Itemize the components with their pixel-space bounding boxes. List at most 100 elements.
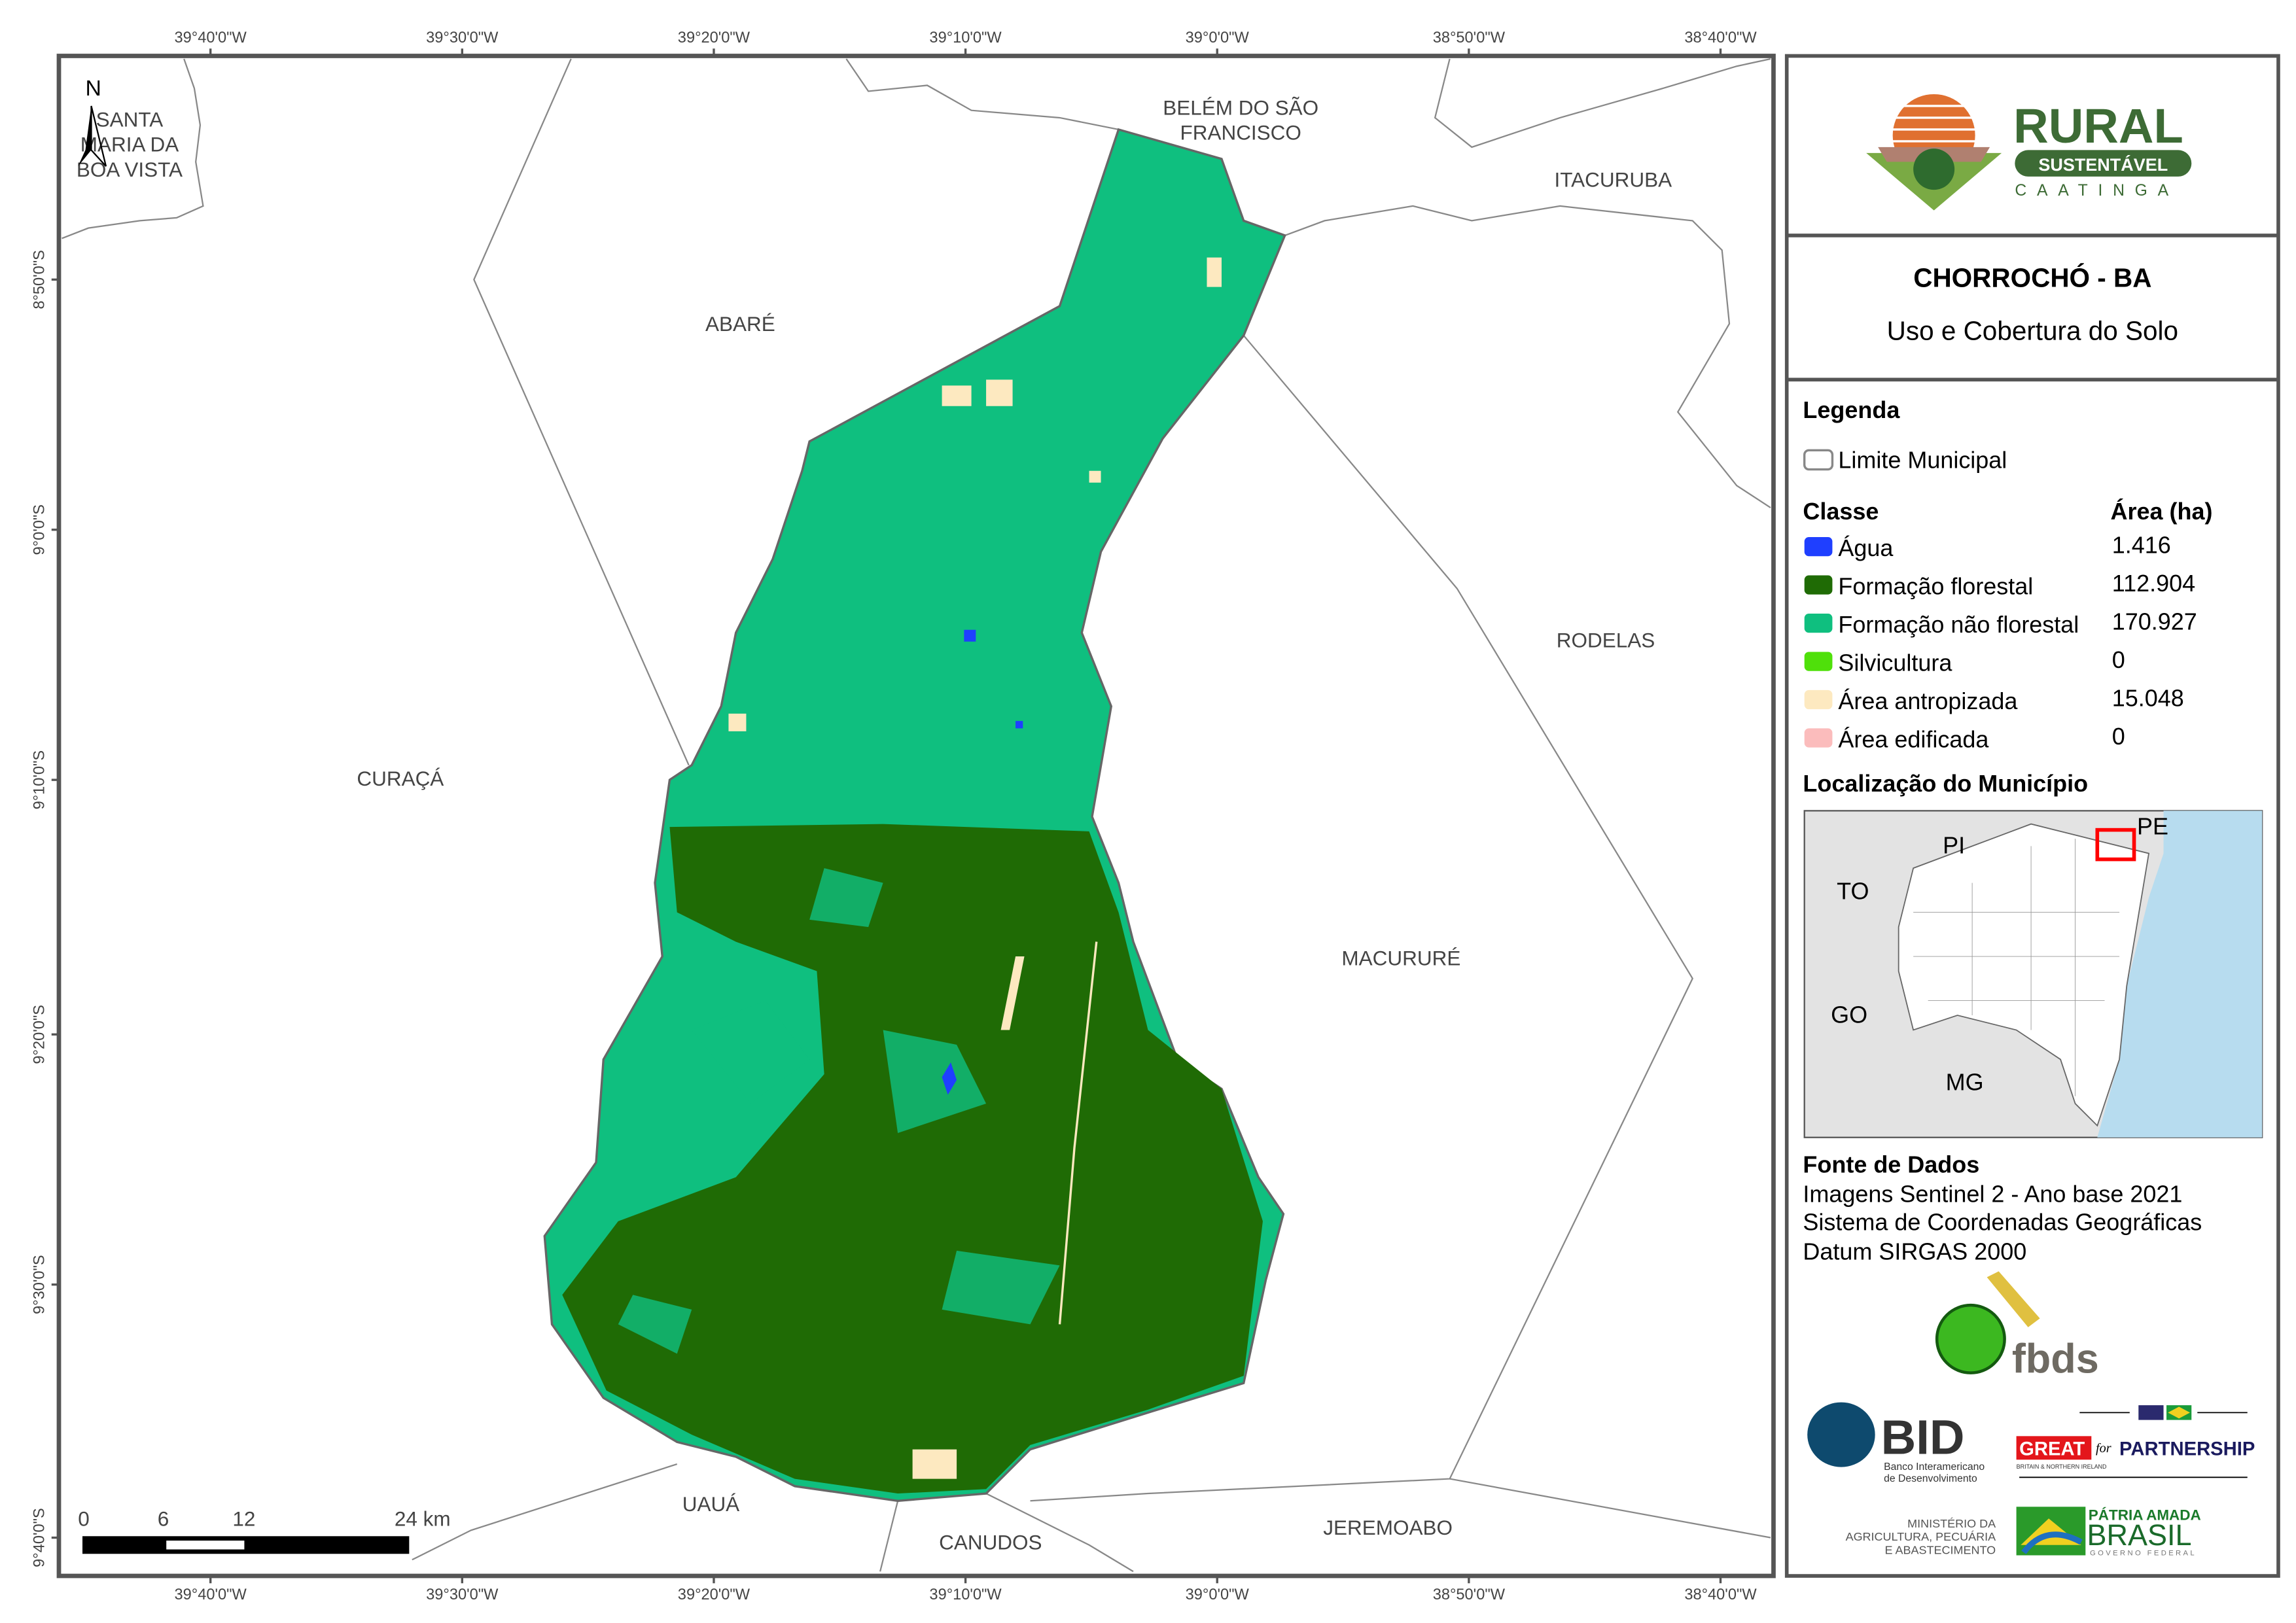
label-santa-maria-3: BOA VISTA <box>77 158 183 181</box>
scale-label-12: 12 <box>232 1507 255 1531</box>
scale-bar: 0 6 12 24 km <box>78 1507 451 1554</box>
longitude-label: 38°40'0"W <box>1684 1586 1757 1603</box>
longitude-label: 39°30'0"W <box>426 29 499 46</box>
legend-class-label: Formação florestal <box>1838 573 2033 600</box>
great-partnership-logo: GREAT for PARTNERSHIP BRITAIN & NORTHERN… <box>2016 1405 2255 1478</box>
latitude-label: 9°20'0"S <box>31 1005 48 1064</box>
longitude-label: 38°50'0"W <box>1433 1586 1506 1603</box>
label-itacuruba: ITACURUBA <box>1554 168 1672 192</box>
legend-class-area: 1.416 <box>2112 532 2171 559</box>
latitude-label: 9°10'0"S <box>31 750 48 810</box>
sources-title: Fonte de Dados <box>1803 1151 1979 1178</box>
logo-caatinga-text: CAATINGA <box>2015 182 2179 200</box>
boundary-label: Limite Municipal <box>1838 446 2007 473</box>
latitude-labels: 8°50'0"S 9°0'0"S 9°10'0"S 9°20'0"S 9°30'0"S 9… <box>31 250 60 1567</box>
legend-class-area: 15.048 <box>2112 685 2184 712</box>
longitude-label: 39°20'0"W <box>678 29 751 46</box>
longitude-label: 39°40'0"W <box>175 1586 247 1603</box>
scale-label-24: 24 km <box>395 1507 451 1531</box>
source-line: Imagens Sentinel 2 - Ano base 2021 <box>1803 1181 2182 1208</box>
latitude-label: 9°0'0"S <box>31 504 48 555</box>
legend-swatch <box>1804 537 1833 557</box>
label-santa-maria-2: MARIA DA <box>80 133 179 156</box>
legend-row: Formação florestal 112.904 <box>1804 570 2195 600</box>
legend-swatch <box>1804 613 1833 633</box>
latitude-label: 9°40'0"S <box>31 1508 48 1567</box>
label-belem: BELÉM DO SÃO <box>1163 96 1318 119</box>
state-pe: PE <box>2137 812 2168 839</box>
boundary-swatch <box>1803 449 1834 471</box>
ministry-line1: MINISTÉRIO DA <box>1907 1517 1996 1530</box>
area-header: Área (ha) <box>2111 498 2213 525</box>
legend-class-label: Silvicultura <box>1838 650 1952 676</box>
north-label: N <box>85 76 101 101</box>
bid-sub2: de Desenvolvimento <box>1884 1473 1977 1484</box>
brasil-line3: GOVERNO FEDERAL <box>2090 1550 2197 1558</box>
longitude-label: 39°0'0"W <box>1186 1586 1250 1603</box>
legend-class-label: Água <box>1838 534 1893 561</box>
source-line: Sistema de Coordenadas Geográficas <box>1803 1208 2202 1235</box>
great-for: for <box>2096 1441 2111 1456</box>
brasil-line1: PÁTRIA AMADA <box>2089 1507 2201 1524</box>
label-uaua: UAUÁ <box>682 1492 739 1516</box>
state-mg: MG <box>1946 1069 1984 1096</box>
legend-row: Silvicultura 0 <box>1804 646 2125 676</box>
brasil-line2: BRASIL <box>2087 1518 2192 1552</box>
fbds-text: fbds <box>2012 1336 2099 1382</box>
label-jeremoabo: JEREMOABO <box>1323 1516 1453 1539</box>
longitude-label: 39°30'0"W <box>426 1586 499 1603</box>
municipality-highlight <box>2095 828 2136 862</box>
forest-area <box>562 824 1263 1494</box>
longitude-labels-bottom: 39°40'0"W 39°30'0"W 39°20'0"W 39°10'0"W 39°0… <box>175 1576 1757 1603</box>
legend-title: Legenda <box>1803 396 1900 423</box>
legend-row: Formação não florestal 170.927 <box>1804 608 2197 638</box>
location-inset-map: PI PE TO GO MG <box>1803 810 2263 1138</box>
chorrocho-land-cover <box>543 128 1286 1503</box>
map-frame: SANTA MARIA DA BOA VISTA BELÉM DO SÃO FR… <box>56 54 1776 1579</box>
state-pi: PI <box>1943 832 1965 859</box>
longitude-label: 39°20'0"W <box>678 1586 751 1603</box>
great-sub: BRITAIN & NORTHERN IRELAND <box>2017 1463 2107 1470</box>
ministry-line3: E ABASTECIMENTO <box>1885 1543 1996 1556</box>
label-belem-2: FRANCISCO <box>1180 121 1301 145</box>
longitude-label: 39°0'0"W <box>1186 29 1250 46</box>
map-title: CHORROCHÓ - BA <box>1913 263 2151 293</box>
municipal-boundaries <box>62 58 1771 1573</box>
location-title: Localização do Município <box>1803 770 2088 797</box>
side-panel: RURAL SUSTENTÁVEL CAATINGA CHORROCHÓ - B… <box>1784 54 2280 1578</box>
source-line: Datum SIRGAS 2000 <box>1803 1238 2026 1265</box>
great-text: GREAT <box>2019 1439 2085 1460</box>
brasil-governo-logo: PÁTRIA AMADA BRASIL GOVERNO FEDERAL <box>2016 1507 2201 1558</box>
municipality-labels: SANTA MARIA DA BOA VISTA BELÉM DO SÃO FR… <box>77 96 1672 1554</box>
bid-logo: BID Banco Interamericano de Desenvolvime… <box>1807 1402 1985 1484</box>
longitude-label: 39°10'0"W <box>929 29 1002 46</box>
longitude-label: 38°50'0"W <box>1433 29 1506 46</box>
legend-class-area: 0 <box>2112 646 2125 673</box>
legend-swatch <box>1804 689 1833 710</box>
longitude-label: 39°40'0"W <box>175 29 247 46</box>
ministry-logo: MINISTÉRIO DA AGRICULTURA, PECUÁRIA E AB… <box>1846 1517 1996 1556</box>
label-canudos: CANUDOS <box>939 1531 1042 1554</box>
scale-label-0: 0 <box>78 1507 90 1531</box>
scale-label-6: 6 <box>158 1507 169 1531</box>
bid-sub1: Banco Interamericano <box>1884 1461 1985 1473</box>
legend-class-area: 170.927 <box>2112 608 2197 635</box>
label-santa-maria: SANTA <box>96 107 164 131</box>
north-arrow: N <box>78 76 107 167</box>
state-to: TO <box>1837 877 1869 904</box>
label-curaca: CURAÇÁ <box>357 767 444 790</box>
logo-sustentavel-text: SUSTENTÁVEL <box>2038 154 2168 175</box>
label-abare: ABARÉ <box>705 312 775 336</box>
legend-swatch <box>1804 728 1833 748</box>
latitude-label: 8°50'0"S <box>31 250 48 309</box>
class-header: Classe <box>1803 498 1879 525</box>
legend-swatch <box>1804 575 1833 595</box>
legend-class-label: Formação não florestal <box>1838 611 2079 638</box>
great-partnership: PARTNERSHIP <box>2119 1439 2255 1460</box>
legend-row: Área antropizada 15.048 <box>1804 685 2184 714</box>
map-subtitle: Uso e Cobertura do Solo <box>1887 316 2178 346</box>
longitude-label: 39°10'0"W <box>929 1586 1002 1603</box>
longitude-labels-top: 39°40'0"W 39°30'0"W 39°20'0"W 39°10'0"W 39°0… <box>175 29 1757 56</box>
fbds-logo: fbds <box>1935 1271 2099 1382</box>
